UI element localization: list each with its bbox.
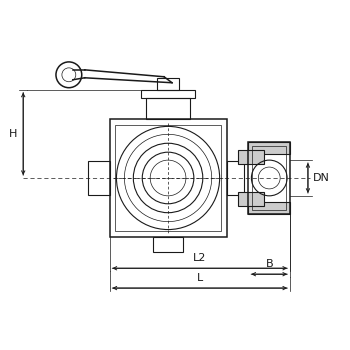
Bar bbox=[248, 202, 290, 214]
Bar bbox=[146, 98, 190, 119]
Bar bbox=[116, 125, 220, 231]
Bar bbox=[157, 78, 179, 90]
Bar bbox=[238, 192, 264, 206]
Text: DN: DN bbox=[313, 173, 330, 183]
Text: B: B bbox=[265, 259, 273, 269]
Bar bbox=[141, 90, 195, 98]
Bar bbox=[248, 142, 290, 154]
Bar bbox=[153, 237, 183, 252]
Bar bbox=[238, 150, 264, 164]
Text: H: H bbox=[9, 129, 17, 139]
Text: L: L bbox=[197, 273, 203, 283]
Bar bbox=[248, 142, 290, 214]
Bar bbox=[252, 146, 286, 210]
Bar bbox=[88, 161, 110, 195]
Bar bbox=[110, 119, 226, 237]
Text: L2: L2 bbox=[193, 253, 206, 263]
Bar bbox=[226, 161, 244, 195]
